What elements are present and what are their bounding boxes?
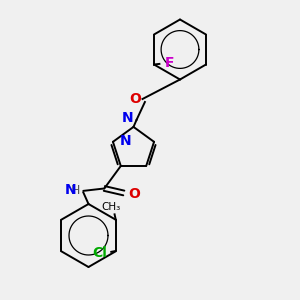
Text: Cl: Cl [92,246,107,260]
Text: N: N [65,183,77,197]
Text: H: H [71,184,80,197]
Text: CH₃: CH₃ [102,202,121,212]
Text: F: F [164,56,174,70]
Text: N: N [120,134,131,148]
Text: O: O [128,187,140,201]
Text: O: O [129,92,141,106]
Text: N: N [122,111,133,125]
